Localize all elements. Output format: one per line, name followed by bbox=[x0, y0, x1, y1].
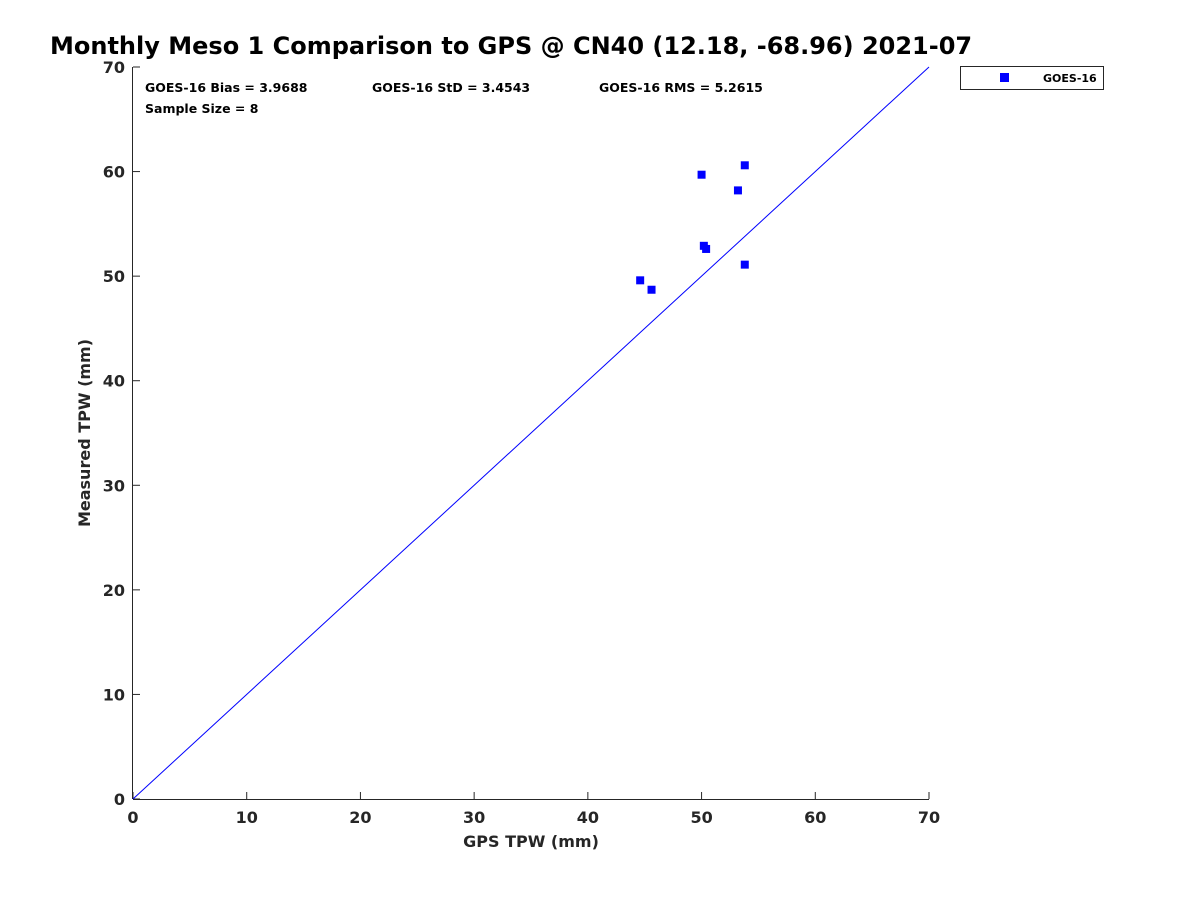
y-tick-label: 50 bbox=[103, 267, 125, 286]
data-point bbox=[740, 260, 749, 269]
x-tick-label: 10 bbox=[236, 808, 258, 827]
bias-stat: GOES-16 Bias = 3.9688 bbox=[145, 80, 307, 95]
x-axis-label: GPS TPW (mm) bbox=[463, 832, 599, 851]
x-tick-label: 60 bbox=[804, 808, 826, 827]
legend-marker-square bbox=[1000, 73, 1009, 82]
std-stat: GOES-16 StD = 3.4543 bbox=[372, 80, 530, 95]
data-points bbox=[636, 161, 749, 294]
y-tick-label: 10 bbox=[103, 685, 125, 704]
data-point bbox=[697, 170, 706, 179]
x-tick-label: 40 bbox=[577, 808, 599, 827]
x-tick-label: 30 bbox=[463, 808, 485, 827]
legend-box bbox=[960, 66, 1104, 90]
y-axis-label: Measured TPW (mm) bbox=[75, 339, 94, 527]
x-tick-label: 50 bbox=[690, 808, 712, 827]
x-tick-label: 20 bbox=[349, 808, 371, 827]
y-tick-label: 30 bbox=[103, 476, 125, 495]
y-tick-label: 70 bbox=[103, 58, 125, 77]
data-point bbox=[733, 186, 742, 195]
data-point bbox=[702, 244, 711, 253]
sample-size-stat: Sample Size = 8 bbox=[145, 101, 258, 116]
data-point bbox=[740, 161, 749, 170]
y-tick-label: 60 bbox=[103, 163, 125, 182]
data-point bbox=[636, 276, 645, 285]
one-to-one-reference-line bbox=[132, 66, 930, 800]
y-tick-label: 40 bbox=[103, 372, 125, 391]
data-point bbox=[647, 285, 656, 294]
chart-title: Monthly Meso 1 Comparison to GPS @ CN40 … bbox=[50, 32, 972, 60]
legend-entry-goes16: GOES-16 bbox=[1043, 72, 1097, 85]
ticks: 0 10 20 30 40 50 60 70 0 10 20 30 40 50 60 70 bbox=[103, 58, 940, 827]
x-tick-label: 0 bbox=[127, 808, 138, 827]
axes bbox=[132, 67, 929, 800]
x-tick-label: 70 bbox=[918, 808, 940, 827]
legend: GOES-16 bbox=[960, 66, 1104, 90]
y-tick-label: 20 bbox=[103, 581, 125, 600]
rms-stat: GOES-16 RMS = 5.2615 bbox=[599, 80, 763, 95]
y-tick-label: 0 bbox=[114, 790, 125, 809]
